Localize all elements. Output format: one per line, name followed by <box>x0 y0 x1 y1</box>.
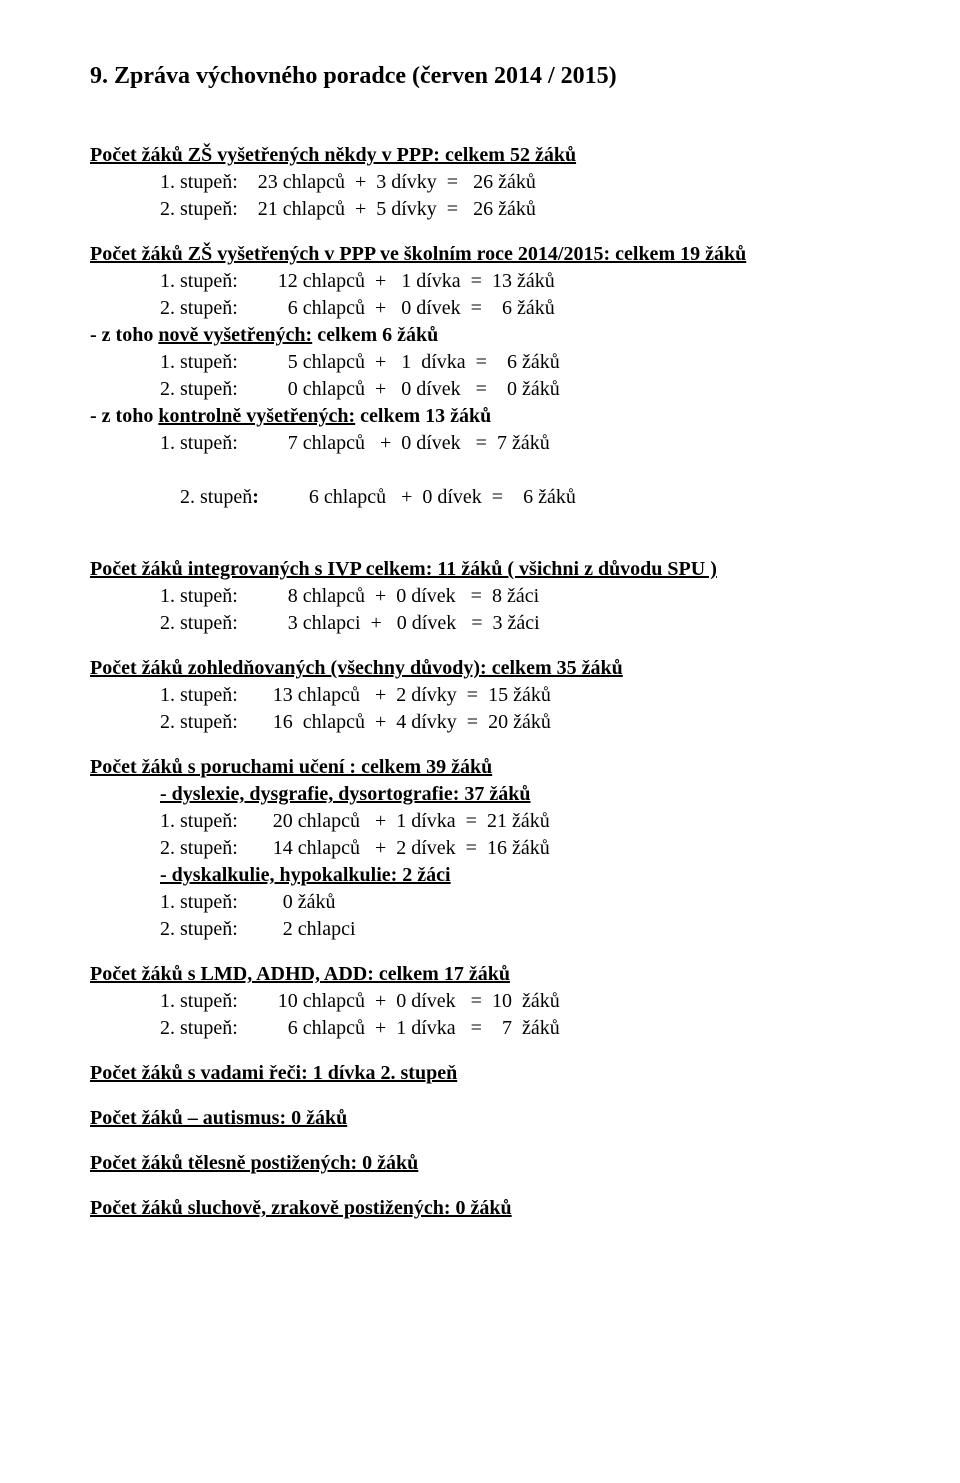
sub-prefix: - z toho <box>90 324 158 346</box>
section-heading: Počet žáků zohledňovaných (všechny důvod… <box>90 655 870 682</box>
section-ppp-total: Počet žáků ZŠ vyšetřených někdy v PPP: c… <box>90 142 870 223</box>
data-line: 1. stupeň: 20 chlapců + 1 dívka = 21 žák… <box>90 808 870 835</box>
section-lmd: Počet žáků s LMD, ADHD, ADD: celkem 17 ž… <box>90 961 870 1042</box>
subsection-heading: - dyskalkulie, hypokalkulie: 2 žáci <box>90 862 870 889</box>
section-heading: Počet žáků ZŠ vyšetřených někdy v PPP: c… <box>90 142 870 169</box>
section-heading: Počet žáků tělesně postižených: 0 žáků <box>90 1150 870 1177</box>
sub-prefix: - z toho <box>90 405 158 427</box>
line-bold-colon: : <box>252 486 309 508</box>
section-telesne: Počet žáků tělesně postižených: 0 žáků <box>90 1150 870 1177</box>
sub-underlined: kontrolně vyšetřených: <box>158 405 355 427</box>
section-autismus: Počet žáků – autismus: 0 žáků <box>90 1105 870 1132</box>
subsection-heading: - dyslexie, dysgrafie, dysortografie: 37… <box>90 781 870 808</box>
data-line: 2. stupeň: 16 chlapců + 4 dívky = 20 žák… <box>90 709 870 736</box>
sub-underlined: nově vyšetřených: <box>158 324 312 346</box>
data-line: 2. stupeň: 6 chlapců + 0 dívek = 6 žáků <box>90 295 870 322</box>
data-line: 1. stupeň: 13 chlapců + 2 dívky = 15 žák… <box>90 682 870 709</box>
data-line: 2. stupeň: 0 chlapců + 0 dívek = 0 žáků <box>90 376 870 403</box>
line-rest: 6 chlapců + 0 dívek = 6 žáků <box>309 486 576 508</box>
data-line: 2. stupeň: 3 chlapci + 0 dívek = 3 žáci <box>90 610 870 637</box>
subsection-heading: - z toho nově vyšetřených: celkem 6 žáků <box>90 322 870 349</box>
data-line: 1. stupeň: 8 chlapců + 0 dívek = 8 žáci <box>90 583 870 610</box>
data-line: 2. stupeň: 6 chlapců + 1 dívka = 7 žáků <box>90 1015 870 1042</box>
section-ivp: Počet žáků integrovaných s IVP celkem: 1… <box>90 556 870 637</box>
page-title: 9. Zpráva výchovného poradce (červen 201… <box>90 60 870 92</box>
line-prefix: 2. stupeň <box>180 486 252 508</box>
data-line: 1. stupeň: 0 žáků <box>90 889 870 916</box>
data-line: 1. stupeň: 5 chlapců + 1 dívka = 6 žáků <box>90 349 870 376</box>
section-poruchy: Počet žáků s poruchami učení : celkem 39… <box>90 754 870 943</box>
section-heading: Počet žáků – autismus: 0 žáků <box>90 1105 870 1132</box>
data-line: 1. stupeň: 10 chlapců + 0 dívek = 10 žák… <box>90 988 870 1015</box>
section-heading: Počet žáků s poruchami učení : celkem 39… <box>90 754 870 781</box>
section-zohlednovani: Počet žáků zohledňovaných (všechny důvod… <box>90 655 870 736</box>
section-sluchove-zrakove: Počet žáků sluchově, zrakově postižených… <box>90 1195 870 1222</box>
section-heading: Počet žáků sluchově, zrakově postižených… <box>90 1195 870 1222</box>
data-line: 2. stupeň: 21 chlapců + 5 dívky = 26 žák… <box>90 196 870 223</box>
data-line: 1. stupeň: 12 chlapců + 1 dívka = 13 žák… <box>90 268 870 295</box>
section-heading: Počet žáků ZŠ vyšetřených v PPP ve školn… <box>90 241 870 268</box>
data-line: 1. stupeň: 7 chlapců + 0 dívek = 7 žáků <box>90 430 870 457</box>
subsection-heading: - z toho kontrolně vyšetřených: celkem 1… <box>90 403 870 430</box>
data-line: 2. stupeň: 14 chlapců + 2 dívek = 16 žák… <box>90 835 870 862</box>
data-line: 2. stupeň: 2 chlapci <box>90 916 870 943</box>
section-heading: Počet žáků integrovaných s IVP celkem: 1… <box>90 556 870 583</box>
data-line-bold: 2. stupeň: 6 chlapců + 0 dívek = 6 žáků <box>90 457 870 538</box>
section-heading: Počet žáků s vadami řeči: 1 dívka 2. stu… <box>90 1060 870 1087</box>
data-line: 1. stupeň: 23 chlapců + 3 dívky = 26 žák… <box>90 169 870 196</box>
section-heading: Počet žáků s LMD, ADHD, ADD: celkem 17 ž… <box>90 961 870 988</box>
section-ppp-year: Počet žáků ZŠ vyšetřených v PPP ve školn… <box>90 241 870 538</box>
section-vady-reci: Počet žáků s vadami řeči: 1 dívka 2. stu… <box>90 1060 870 1087</box>
sub-suffix: celkem 6 žáků <box>312 324 438 346</box>
sub-suffix: celkem 13 žáků <box>355 405 491 427</box>
